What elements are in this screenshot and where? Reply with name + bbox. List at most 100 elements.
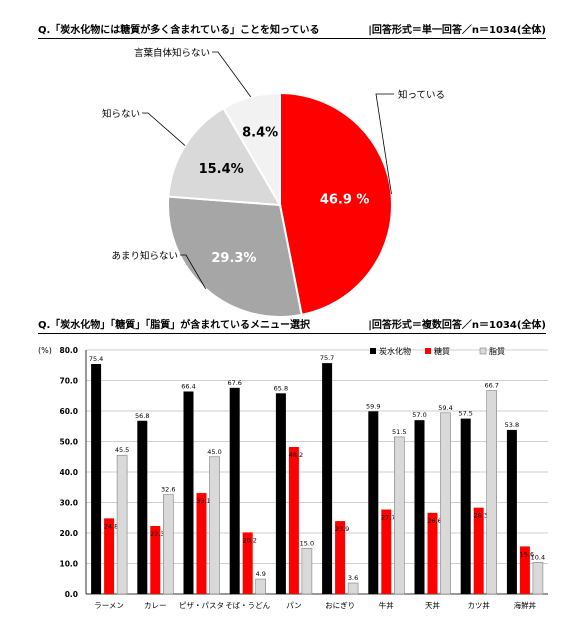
bar-1-2 xyxy=(163,494,174,595)
legend-label-0: 炭水化物 xyxy=(379,346,411,356)
bar-value-label-7-2: 59.4 xyxy=(438,404,452,412)
bar-5-0 xyxy=(322,363,333,594)
bar-value-label-8-1: 28.3 xyxy=(473,512,487,520)
x-category-label-7: 天丼 xyxy=(425,600,440,610)
pie-leader-line-2 xyxy=(142,112,186,146)
bar-7-2 xyxy=(440,412,451,595)
pie-category-label-1: あまり知らない xyxy=(111,250,178,262)
pie-chart: 46.9 % 知っている 29.3% あまり知らない 15.4% 知らない 8.4% 言葉自体… xyxy=(102,47,445,318)
legend-swatch-0 xyxy=(370,348,376,354)
bar-value-label-1-0: 56.8 xyxy=(135,412,149,420)
bar-value-label-3-2: 4.9 xyxy=(256,570,266,578)
pie-leader-line-0 xyxy=(375,93,394,195)
bar-2-0 xyxy=(183,391,194,594)
pie-value-label-3: 8.4% xyxy=(242,125,278,140)
bar-7-0 xyxy=(414,420,425,594)
bar-value-label-7-1: 26.6 xyxy=(427,517,441,525)
bar-0-2 xyxy=(116,454,128,595)
pie-value-label-0: 46.9 % xyxy=(320,193,370,208)
bar-value-label-9-0: 53.8 xyxy=(505,421,519,429)
bar-6-0 xyxy=(368,411,379,594)
bar-4-0 xyxy=(275,393,286,594)
y-tick-label-2: 20.0 xyxy=(59,529,78,538)
bar-value-label-9-1: 15.6 xyxy=(520,550,534,558)
x-category-label-2: ピザ・パスタ xyxy=(179,601,224,610)
y-tick-label-0: 0.0 xyxy=(65,590,78,599)
bar-0-0 xyxy=(91,364,102,594)
bar-9-0 xyxy=(506,429,517,594)
bar-value-label-0-0: 75.4 xyxy=(89,355,103,363)
y-axis-label: (%) xyxy=(38,346,52,355)
legend-label-2: 脂質 xyxy=(489,346,505,356)
bar-chart: 0.0 10.0 20.0 30.0 40.0 50.0 60.0 70.0 80.0 (%) 75… xyxy=(38,346,548,610)
bar-value-label-3-1: 20.2 xyxy=(242,536,256,544)
bar-value-label-5-0: 75.7 xyxy=(320,354,334,362)
x-category-label-8: カツ丼 xyxy=(467,600,490,610)
y-tick-label-4: 40.0 xyxy=(59,468,78,477)
pie-value-label-2: 15.4% xyxy=(199,162,244,177)
bar-answer-format: |回答形式＝複数回答／n＝1034(全体) xyxy=(368,320,546,331)
pie-leader-line-3 xyxy=(212,51,252,98)
y-tick-label-5: 50.0 xyxy=(59,438,78,447)
bar-1-0 xyxy=(137,420,148,594)
x-category-label-0: ラーメン xyxy=(94,601,124,610)
bar-9-1 xyxy=(519,546,530,594)
x-category-label-3: そば・うどん xyxy=(225,601,270,610)
x-category-label-6: 牛丼 xyxy=(379,600,394,610)
y-tick-label-8: 80.0 xyxy=(59,346,78,355)
x-category-label-9: 海鮮丼 xyxy=(514,600,537,610)
bar-7-1 xyxy=(427,512,438,594)
bar-3-2 xyxy=(255,578,266,595)
y-tick-label-3: 30.0 xyxy=(59,499,78,508)
pie-category-label-2: 知らない xyxy=(102,108,140,120)
bar-value-label-8-0: 57.5 xyxy=(458,410,472,418)
bar-9-2 xyxy=(532,561,544,595)
bar-value-label-4-1: 48.2 xyxy=(289,451,303,459)
y-tick-label-7: 70.0 xyxy=(59,377,78,386)
bar-6-1 xyxy=(381,509,392,594)
bar-value-label-1-1: 22.3 xyxy=(150,530,164,538)
bar-value-label-6-2: 51.5 xyxy=(392,428,406,436)
bar-value-label-2-0: 66.4 xyxy=(181,382,195,390)
pie-slice-3 xyxy=(222,91,281,209)
legend-swatch-1 xyxy=(425,348,431,354)
pie-category-label-3: 言葉自体知らない xyxy=(134,47,210,59)
bar-1-1 xyxy=(150,525,161,594)
x-category-label-4: パン xyxy=(286,601,301,610)
pie-question-header: Q.「炭水化物には糖質が多く含まれている」ことを知っている |回答形式＝単一回答… xyxy=(38,18,546,39)
bar-6-2 xyxy=(393,436,405,595)
bar-3-1 xyxy=(242,532,253,594)
y-tick-label-1: 10.0 xyxy=(59,560,78,569)
pie-category-label-0: 知っている xyxy=(398,89,445,101)
pie-value-label-1: 29.3% xyxy=(211,251,256,266)
pie-answer-format: |回答形式＝単一回答／n＝1034(全体) xyxy=(368,25,546,36)
bar-0-1 xyxy=(104,518,115,594)
bar-value-label-8-2: 66.7 xyxy=(484,382,498,390)
bar-8-2 xyxy=(486,390,498,595)
bar-8-1 xyxy=(473,507,484,594)
bar-value-label-2-1: 33.1 xyxy=(196,497,210,505)
bar-value-label-3-0: 67.6 xyxy=(227,379,241,387)
pie-slice-2 xyxy=(167,106,282,207)
bar-2-2 xyxy=(209,456,220,595)
bar-question-text: Q.「炭水化物」「糖質」「脂質」が含まれているメニュー選択 xyxy=(38,320,310,331)
bar-8-0 xyxy=(460,418,471,594)
bar-value-label-1-2: 32.6 xyxy=(161,486,175,494)
bar-4-1 xyxy=(288,446,299,594)
pie-slice-1 xyxy=(167,195,303,318)
y-tick-label-6: 60.0 xyxy=(59,407,78,416)
bar-5-1 xyxy=(335,521,346,594)
bar-value-label-0-2: 45.5 xyxy=(115,446,129,454)
bar-value-label-0-1: 24.8 xyxy=(104,522,118,530)
bar-5-2 xyxy=(347,582,359,595)
legend-swatch-2 xyxy=(479,347,487,355)
bar-value-label-4-2: 15.0 xyxy=(300,539,314,547)
bar-2-1 xyxy=(196,493,207,594)
bar-value-label-5-1: 23.9 xyxy=(335,525,349,533)
x-category-label-5: おにぎり xyxy=(325,600,355,610)
bar-value-label-7-0: 57.0 xyxy=(412,411,426,419)
bar-3-0 xyxy=(229,387,240,594)
pie-question-text: Q.「炭水化物には糖質が多く含まれている」ことを知っている xyxy=(38,25,320,36)
bar-value-label-5-2: 3.6 xyxy=(348,574,358,582)
bar-question-header: Q.「炭水化物」「糖質」「脂質」が含まれているメニュー選択 |回答形式＝複数回答… xyxy=(38,313,546,334)
